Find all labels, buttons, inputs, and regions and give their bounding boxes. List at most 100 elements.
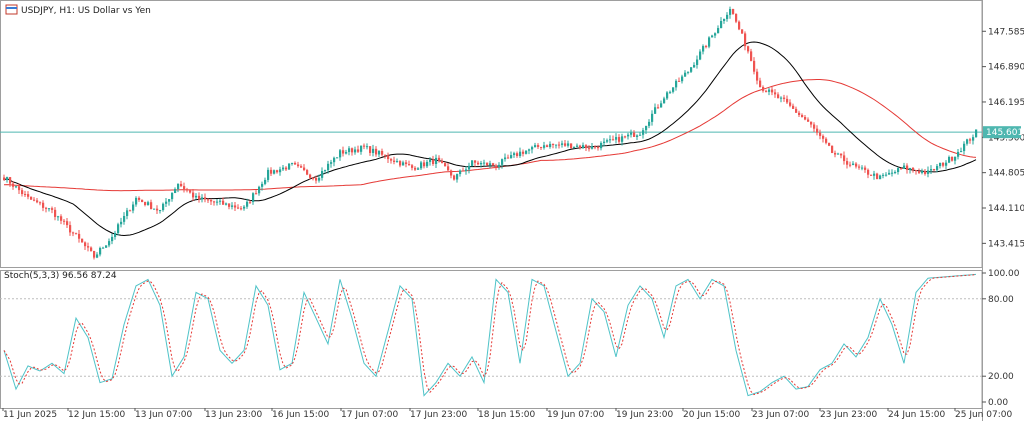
price-tick-label: 143.415 bbox=[988, 239, 1024, 249]
candle-body bbox=[828, 142, 831, 146]
candle-body bbox=[690, 67, 693, 72]
candle-body bbox=[921, 171, 924, 173]
candle-body bbox=[222, 200, 225, 205]
candle-body bbox=[75, 233, 78, 235]
candle-body bbox=[219, 200, 222, 202]
current-price-label: 145.601 bbox=[986, 128, 1023, 138]
candle-body bbox=[432, 159, 435, 164]
time-tick-label: 19 Jun 23:00 bbox=[616, 410, 673, 420]
candle-body bbox=[540, 146, 543, 148]
candle-body bbox=[801, 114, 804, 117]
candle-body bbox=[42, 202, 45, 208]
candle-body bbox=[810, 121, 813, 125]
candle-body bbox=[456, 174, 459, 180]
candle-body bbox=[813, 124, 816, 129]
candle-body bbox=[873, 173, 876, 176]
ma-slow-layer bbox=[3, 79, 977, 192]
candle-body bbox=[483, 162, 486, 164]
candle-body bbox=[822, 135, 825, 139]
candle-body bbox=[840, 153, 843, 156]
symbol-icon[interactable] bbox=[5, 4, 18, 15]
candle-body bbox=[306, 170, 309, 175]
time-tick-label: 12 Jun 15:00 bbox=[68, 410, 125, 420]
candle-body bbox=[792, 105, 795, 109]
candle-body bbox=[276, 170, 279, 173]
candle-body bbox=[354, 149, 357, 153]
candle-body bbox=[57, 216, 60, 218]
candle-body bbox=[807, 119, 810, 122]
candle-body bbox=[963, 143, 966, 152]
candle-body bbox=[450, 170, 453, 176]
candle-body bbox=[900, 168, 903, 170]
candle-body bbox=[348, 148, 351, 153]
price-axis: 147.585 146.890 146.195 145.500 144.805 144.1… bbox=[982, 0, 1024, 421]
candle-body bbox=[924, 171, 927, 174]
candle-body bbox=[156, 208, 159, 211]
candle-body bbox=[435, 157, 438, 164]
time-tick-label: 13 Jun 23:00 bbox=[205, 410, 262, 420]
indicator-label: Stoch(5,3,3) 96.56 87.24 bbox=[4, 271, 117, 281]
candle-body bbox=[510, 155, 513, 159]
candle-body bbox=[318, 177, 321, 181]
candle-body bbox=[795, 108, 798, 113]
candle-body bbox=[171, 192, 174, 200]
candle-body bbox=[126, 210, 129, 217]
candle-body bbox=[918, 171, 921, 173]
candle-body bbox=[252, 193, 255, 202]
candle-body bbox=[870, 174, 873, 176]
candle-body bbox=[615, 137, 618, 140]
candle-body bbox=[216, 201, 219, 203]
candle-body bbox=[843, 155, 846, 162]
candle-body bbox=[633, 132, 636, 137]
candle-body bbox=[87, 246, 90, 248]
candle-body bbox=[882, 174, 885, 176]
candle-body bbox=[12, 183, 15, 187]
candle-body bbox=[654, 107, 657, 114]
candle-body bbox=[708, 37, 711, 47]
candle-body bbox=[543, 145, 546, 148]
candle-body bbox=[30, 196, 33, 200]
candle-body bbox=[114, 232, 117, 237]
candle-body bbox=[912, 167, 915, 171]
candle-body bbox=[66, 221, 69, 226]
candle-body bbox=[327, 163, 330, 171]
candle-body bbox=[468, 165, 471, 170]
candle-body bbox=[204, 197, 207, 200]
candle-body bbox=[261, 183, 264, 187]
candle-body bbox=[369, 146, 372, 153]
candle-body bbox=[903, 165, 906, 169]
price-tick-label: 145.500 bbox=[988, 133, 1024, 143]
candle-body bbox=[381, 150, 384, 155]
main-pane-frame bbox=[0, 0, 983, 268]
candle-body bbox=[342, 150, 345, 154]
candle-body bbox=[333, 157, 336, 163]
candle-body bbox=[81, 238, 84, 243]
time-tick-label: 23 Jun 23:00 bbox=[820, 410, 877, 420]
candle-body bbox=[309, 174, 312, 178]
candle-body bbox=[363, 145, 366, 147]
candle-body bbox=[849, 164, 852, 166]
candle-body bbox=[231, 205, 234, 207]
candle-body bbox=[657, 107, 660, 109]
candle-body bbox=[600, 142, 603, 149]
candle-body bbox=[522, 151, 525, 154]
candle-body bbox=[636, 135, 639, 137]
candle-body bbox=[429, 159, 432, 162]
candle-body bbox=[816, 128, 819, 133]
candle-body bbox=[270, 169, 273, 174]
candle-body bbox=[498, 164, 501, 168]
candle-body bbox=[705, 46, 708, 48]
candle-body bbox=[579, 145, 582, 149]
candle-body bbox=[954, 156, 957, 161]
candle-body bbox=[891, 172, 894, 174]
candle-body bbox=[195, 195, 198, 198]
candle-body bbox=[99, 247, 102, 255]
candle-body bbox=[480, 162, 483, 165]
candle-body bbox=[549, 143, 552, 147]
candle-body bbox=[288, 163, 291, 170]
time-tick-label: 17 Jun 23:00 bbox=[410, 410, 467, 420]
candle-body bbox=[150, 202, 153, 210]
candle-body bbox=[528, 149, 531, 151]
candle-body bbox=[834, 152, 837, 155]
candle-body bbox=[714, 33, 717, 36]
